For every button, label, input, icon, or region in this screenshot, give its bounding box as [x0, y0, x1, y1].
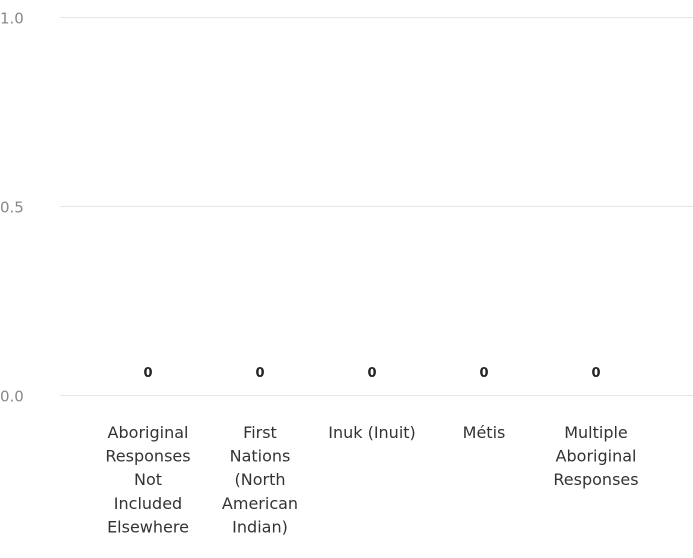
x-tick-label-line: Multiple [564, 423, 628, 442]
y-tick-label: 0.5 [0, 199, 24, 217]
x-tick-label-line: Nations [230, 447, 291, 466]
x-tick-label-line: First [243, 423, 277, 442]
x-axis-ticks: Aboriginal Responses Not Included Elsewhere F… [105, 423, 638, 536]
x-tick-label-line: Elsewhere [107, 517, 189, 536]
x-tick-label: Métis [463, 423, 506, 442]
x-tick-label: Multiple Aboriginal Responses [553, 423, 638, 489]
data-label: 0 [143, 366, 152, 381]
x-tick-label-line: Responses [105, 447, 190, 466]
data-label: 0 [591, 366, 600, 381]
y-tick-label: 1.0 [0, 10, 24, 28]
x-tick-label-line: Indian) [232, 517, 288, 536]
x-tick-label-line: Métis [463, 423, 506, 442]
x-tick-label-line: American [222, 494, 298, 513]
data-label: 0 [479, 366, 488, 381]
x-tick-label: Inuk (Inuit) [328, 423, 416, 442]
y-axis-ticks: 0.0 0.5 1.0 [0, 10, 24, 406]
x-tick-label-line: Included [114, 494, 182, 513]
data-labels: 0 0 0 0 0 [143, 366, 600, 381]
x-tick-label-line: Inuk (Inuit) [328, 423, 416, 442]
x-tick-label-line: Responses [553, 470, 638, 489]
data-label: 0 [367, 366, 376, 381]
x-tick-label: Aboriginal Responses Not Included Elsewhere [105, 423, 190, 536]
x-tick-label-line: Not [134, 470, 162, 489]
x-tick-label-line: (North [235, 470, 286, 489]
grid-lines [60, 17, 693, 396]
y-tick-label: 0.0 [0, 388, 24, 406]
x-tick-label: First Nations (North American Indian) [222, 423, 298, 536]
x-tick-label-line: Aboriginal [556, 447, 637, 466]
x-tick-label-line: Aboriginal [108, 423, 189, 442]
data-label: 0 [255, 366, 264, 381]
